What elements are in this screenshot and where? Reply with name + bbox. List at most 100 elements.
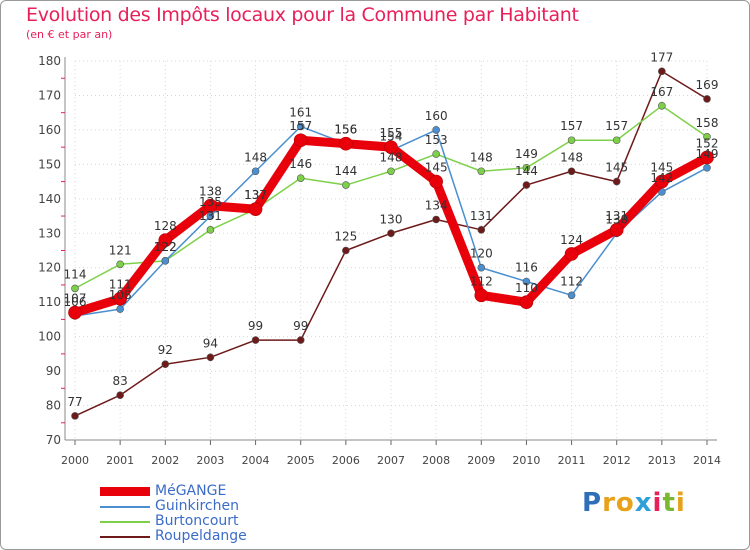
data-label: 146 — [289, 157, 312, 171]
data-point — [387, 229, 395, 238]
data-label: 131 — [605, 209, 628, 223]
data-point — [113, 291, 127, 306]
x-tick-label: 2004 — [242, 454, 270, 467]
data-label: 156 — [334, 123, 357, 137]
y-tick-label: 130 — [38, 226, 61, 240]
data-point — [432, 126, 440, 134]
data-label: 131 — [470, 209, 493, 223]
legend-swatch-megange — [100, 487, 150, 496]
data-point — [703, 164, 711, 172]
data-point — [564, 247, 579, 261]
data-label: 94 — [203, 336, 218, 350]
data-label: 108 — [109, 288, 132, 302]
data-point — [477, 226, 486, 234]
data-point — [296, 174, 305, 182]
data-label: 99 — [248, 319, 263, 333]
data-label: 145 — [605, 161, 628, 175]
data-label: 161 — [289, 105, 312, 119]
data-point — [116, 305, 124, 313]
x-tick-label: 2012 — [603, 454, 631, 467]
data-point — [474, 288, 489, 303]
x-tick-label: 2006 — [332, 454, 360, 467]
data-label: 137 — [244, 188, 267, 202]
data-point — [658, 101, 666, 110]
x-tick-label: 2007 — [377, 454, 405, 467]
data-label: 144 — [334, 164, 357, 178]
y-tick-label: 120 — [38, 261, 61, 275]
data-point — [251, 167, 260, 176]
data-label: 148 — [244, 150, 267, 164]
data-point — [116, 260, 124, 269]
legend-swatch-burtoncourt — [100, 521, 150, 523]
data-point — [384, 140, 398, 154]
data-label: 131 — [199, 209, 222, 223]
logo-letter: i — [675, 488, 686, 518]
data-point — [609, 223, 624, 237]
data-label: 145 — [425, 161, 448, 175]
data-label: 152 — [696, 136, 719, 150]
data-label: 148 — [560, 150, 583, 164]
data-label: 107 — [64, 292, 87, 306]
data-label: 122 — [154, 240, 177, 254]
data-point — [296, 336, 305, 344]
data-point — [206, 353, 215, 362]
data-point — [71, 284, 79, 293]
data-label: 138 — [199, 185, 222, 199]
data-point — [567, 167, 576, 176]
data-label: 77 — [67, 395, 82, 409]
data-point — [658, 188, 666, 196]
data-point — [567, 291, 576, 300]
x-tick-label: 2002 — [151, 454, 179, 467]
data-point — [522, 277, 531, 286]
data-label: 134 — [425, 198, 448, 212]
data-point — [342, 246, 350, 255]
legend-label: Guinkirchen — [155, 498, 239, 514]
data-label: 148 — [380, 150, 403, 164]
x-tick-label: 2003 — [196, 454, 224, 467]
data-point — [206, 212, 215, 220]
logo-letter: P — [582, 488, 603, 518]
data-label: 157 — [560, 119, 583, 133]
y-tick-label: 180 — [38, 54, 61, 68]
data-point — [567, 136, 576, 145]
data-label: 177 — [650, 50, 673, 64]
logo-letter: i — [652, 488, 663, 518]
data-label: 149 — [515, 147, 538, 161]
y-tick-label: 170 — [38, 88, 61, 102]
legend-label: Roupeldange — [155, 528, 247, 544]
data-point — [432, 150, 440, 158]
data-label: 157 — [605, 119, 628, 133]
legend-swatch-roupeldange — [100, 536, 150, 538]
y-tick-label: 160 — [38, 123, 61, 137]
data-point — [248, 202, 263, 216]
data-point — [658, 67, 666, 76]
y-tick-label: 70 — [46, 433, 61, 447]
y-tick-label: 110 — [38, 295, 61, 309]
data-point — [700, 150, 714, 165]
logo-letter: r — [602, 488, 616, 518]
legend-swatch-guinkirchen — [100, 506, 150, 508]
data-point — [293, 133, 308, 148]
data-point — [522, 181, 531, 189]
data-label: 144 — [515, 164, 538, 178]
x-tick-label: 2014 — [693, 454, 721, 467]
data-point — [71, 412, 79, 420]
data-point — [612, 136, 621, 145]
data-label: 120 — [470, 247, 493, 261]
proxiti-logo: Proxiti — [582, 488, 686, 518]
data-point — [477, 167, 486, 176]
data-label: 112 — [560, 274, 583, 288]
x-tick-label: 2010 — [512, 454, 540, 467]
data-point — [477, 263, 486, 272]
data-point — [203, 198, 218, 213]
y-tick-label: 90 — [46, 364, 61, 378]
data-point — [342, 181, 350, 189]
data-label: 111 — [109, 278, 132, 292]
y-tick-label: 100 — [38, 330, 61, 344]
data-point — [161, 360, 170, 369]
data-point — [68, 305, 82, 320]
data-point — [161, 257, 170, 265]
data-label: 125 — [334, 230, 357, 244]
data-label: 116 — [515, 261, 538, 275]
